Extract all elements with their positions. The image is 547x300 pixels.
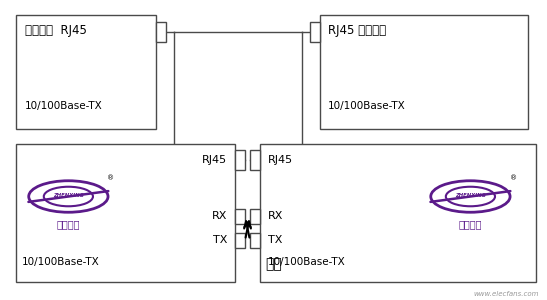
Ellipse shape — [44, 187, 93, 206]
Ellipse shape — [29, 181, 108, 212]
Bar — [235, 209, 245, 224]
Text: 上端网络  RJ45: 上端网络 RJ45 — [25, 24, 86, 37]
Bar — [235, 150, 245, 170]
Bar — [16, 15, 156, 129]
Text: 振兴通讯: 振兴通讯 — [57, 219, 80, 229]
Text: 10/100Base-TX: 10/100Base-TX — [22, 257, 100, 267]
Text: RX: RX — [268, 211, 283, 221]
Bar — [156, 22, 166, 42]
Text: 光纤: 光纤 — [265, 257, 282, 272]
Ellipse shape — [431, 181, 510, 212]
Text: RX: RX — [212, 211, 227, 221]
Text: ZHENXING: ZHENXING — [53, 193, 84, 198]
Bar — [310, 22, 320, 42]
Text: 10/100Base-TX: 10/100Base-TX — [268, 257, 346, 267]
Bar — [320, 15, 528, 129]
Text: RJ45 下端网络: RJ45 下端网络 — [328, 24, 386, 37]
Ellipse shape — [446, 187, 495, 206]
Text: www.elecfans.com: www.elecfans.com — [473, 291, 539, 297]
Text: 10/100Base-TX: 10/100Base-TX — [328, 101, 406, 111]
Text: TX: TX — [268, 235, 282, 245]
Text: ZHENXING: ZHENXING — [455, 193, 486, 198]
Text: RJ45: RJ45 — [268, 155, 293, 165]
Bar — [250, 209, 260, 224]
Bar — [250, 233, 260, 247]
Bar — [235, 233, 245, 247]
Text: ®: ® — [107, 176, 115, 182]
Text: 振兴通讯: 振兴通讯 — [459, 219, 482, 229]
Text: ®: ® — [509, 176, 517, 182]
Bar — [260, 144, 536, 282]
Text: RJ45: RJ45 — [202, 155, 227, 165]
Bar — [250, 150, 260, 170]
Bar — [16, 144, 235, 282]
Text: TX: TX — [213, 235, 227, 245]
Text: 10/100Base-TX: 10/100Base-TX — [25, 101, 102, 111]
